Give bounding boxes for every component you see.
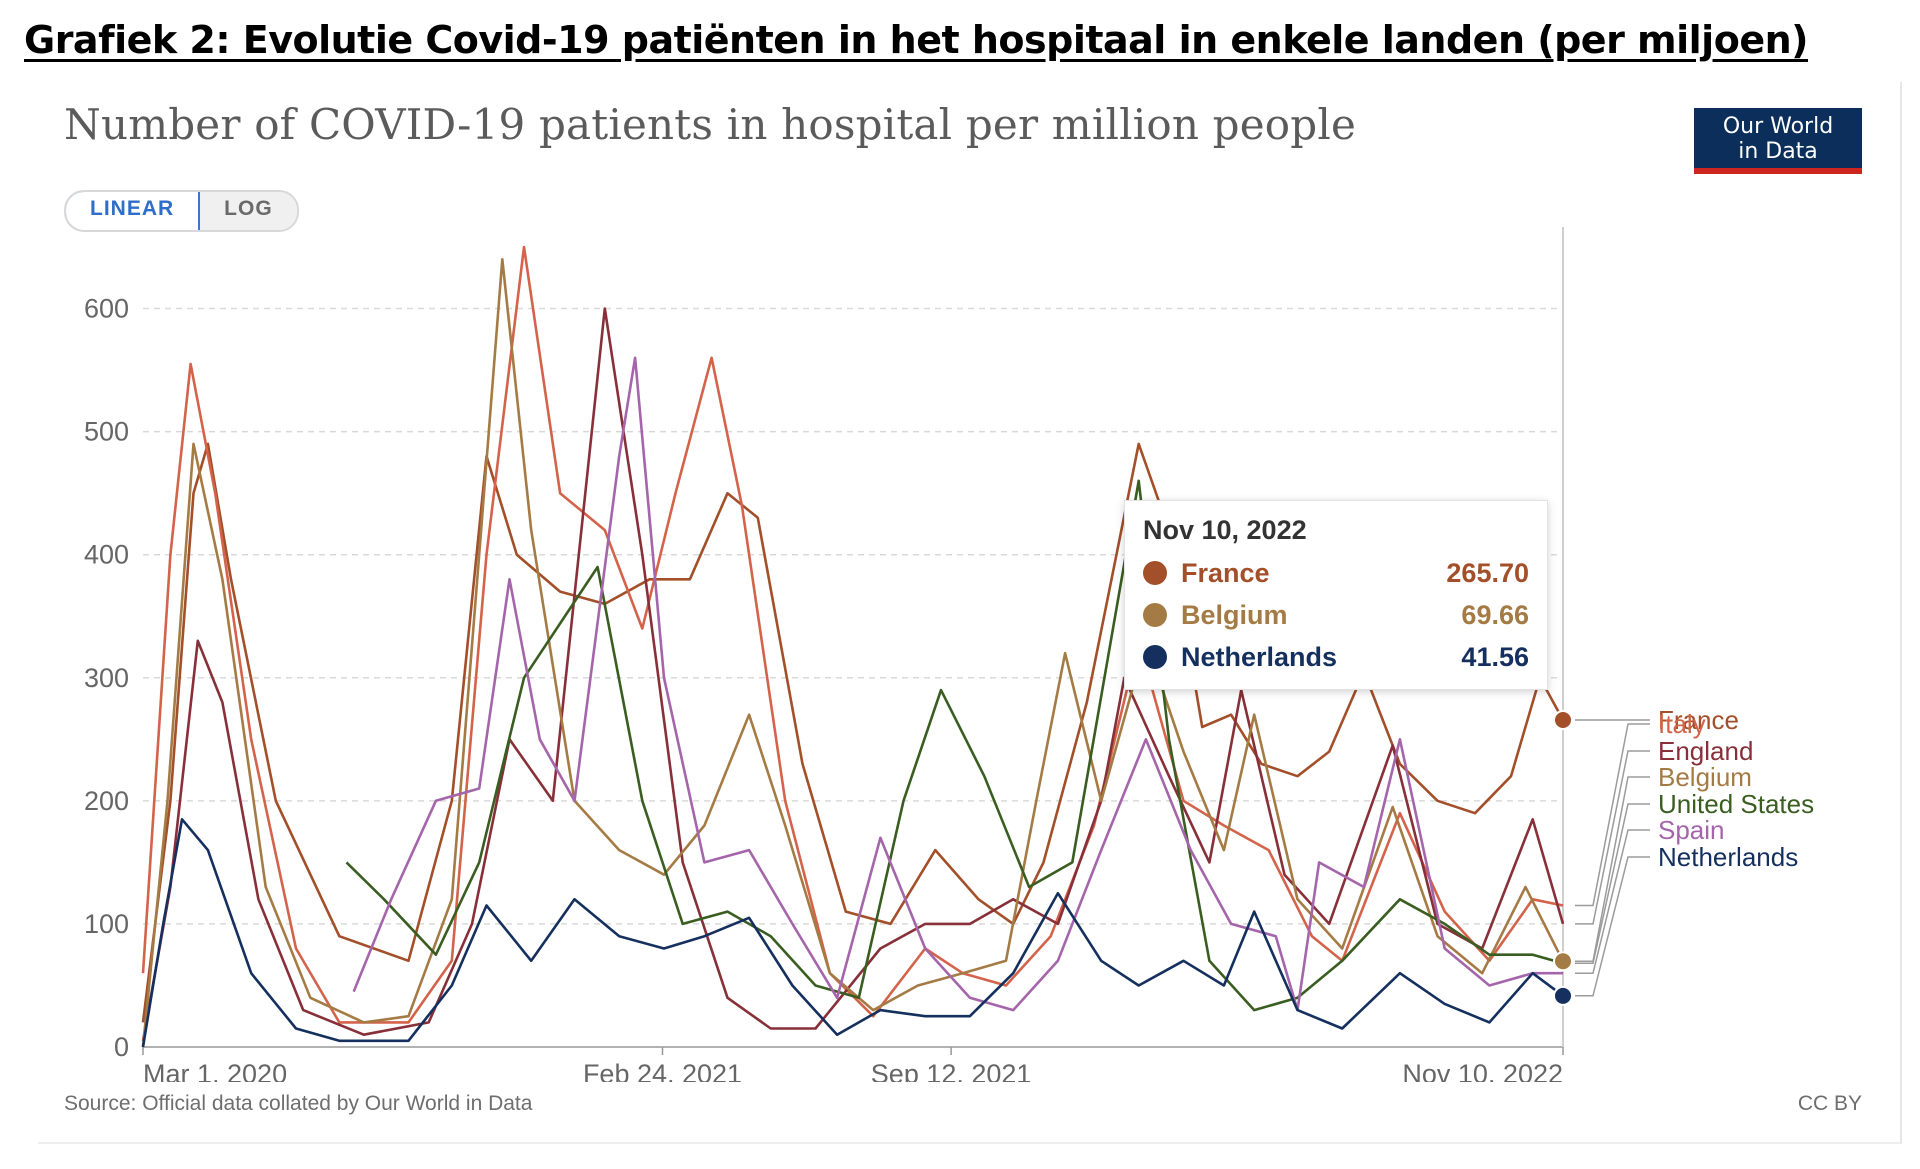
tooltip-dot-belgium (1143, 603, 1167, 627)
tooltip-value: 69.66 (1461, 599, 1529, 630)
leader-line-netherlands (1575, 856, 1650, 997)
logo-line-1: Our World (1722, 114, 1834, 139)
tooltip-row-france: France 265.70 (1143, 552, 1529, 594)
end-label-belgium: Belgium (1658, 762, 1752, 792)
line-chart[interactable]: 0 100 200 300 400 500 600 Mar 1, 2020 Feb 24, 20… (38, 82, 1900, 1082)
owid-chart-card: Number of COVID-19 patients in hospital … (38, 82, 1902, 1144)
leader-line-united-states (1575, 803, 1650, 965)
tooltip-value: 265.70 (1446, 557, 1529, 588)
series-line-italy (141, 245, 1564, 1024)
logo-line-2: in Data (1738, 139, 1818, 164)
x-tick-label: Nov 10, 2022 (1402, 1059, 1563, 1082)
tooltip-dot-netherlands (1143, 645, 1167, 669)
end-marker-france (1553, 709, 1573, 730)
series-line-united-states (345, 479, 1564, 1012)
y-tick-label: 400 (84, 540, 129, 570)
end-label-netherlands: Netherlands (1658, 842, 1798, 872)
linear-scale-button[interactable]: LINEAR (65, 192, 201, 230)
y-tick-label: 100 (84, 909, 129, 939)
leader-line-italy (1575, 723, 1650, 907)
tooltip-row-netherlands: Netherlands 41.56 (1143, 636, 1529, 678)
tooltip-row-belgium: Belgium 69.66 (1143, 594, 1529, 636)
x-tick-label: Sep 12, 2021 (871, 1059, 1032, 1082)
series-line-netherlands (141, 818, 1564, 1048)
leader-line-spain (1575, 829, 1650, 974)
tooltip-country: Belgium (1181, 599, 1288, 630)
end-label-england: England (1658, 736, 1753, 766)
tooltip-country: France (1181, 557, 1270, 588)
leader-line-belgium (1575, 776, 1650, 963)
tooltip-date: Nov 10, 2022 (1143, 515, 1307, 545)
end-label-spain: Spain (1658, 815, 1725, 845)
scale-toggle: LINEAR LOG (64, 190, 299, 232)
license-label[interactable]: CC BY (1797, 1092, 1862, 1115)
series-line-belgium (141, 258, 1565, 1048)
y-tick-label: 300 (84, 663, 129, 693)
y-tick-label: 600 (84, 294, 129, 324)
series-line-france (141, 442, 1565, 1023)
end-marker-netherlands (1553, 985, 1573, 1006)
leader-line-england (1575, 750, 1650, 925)
chart-title: Number of COVID-19 patients in hospital … (64, 100, 1357, 149)
end-label-france: France (1658, 705, 1739, 735)
tooltip-dot-france (1143, 561, 1167, 585)
chart-tooltip: Nov 10, 2022 France 265.70 Belgium 69.66… (1124, 500, 1548, 690)
tooltip-value: 41.56 (1461, 641, 1529, 672)
y-tick-label: 500 (84, 417, 129, 447)
x-tick-label: Feb 24, 2021 (583, 1059, 742, 1082)
source-note[interactable]: Source: Official data collated by Our Wo… (64, 1092, 533, 1115)
series-line-spain (352, 356, 1563, 1012)
owid-logo[interactable]: Our World in Data (1694, 108, 1862, 174)
y-tick-label: 200 (84, 786, 129, 816)
y-tick-label: 0 (114, 1032, 129, 1062)
log-scale-button[interactable]: LOG (200, 192, 297, 230)
document-heading: Grafiek 2: Evolutie Covid-19 patiënten i… (24, 18, 1809, 62)
x-tick-label: Mar 1, 2020 (143, 1059, 287, 1082)
tooltip-country: Netherlands (1181, 641, 1338, 672)
end-label-italy: Italy (1658, 709, 1706, 739)
end-label-united-states: United States (1658, 789, 1814, 819)
end-marker-belgium (1553, 951, 1573, 972)
